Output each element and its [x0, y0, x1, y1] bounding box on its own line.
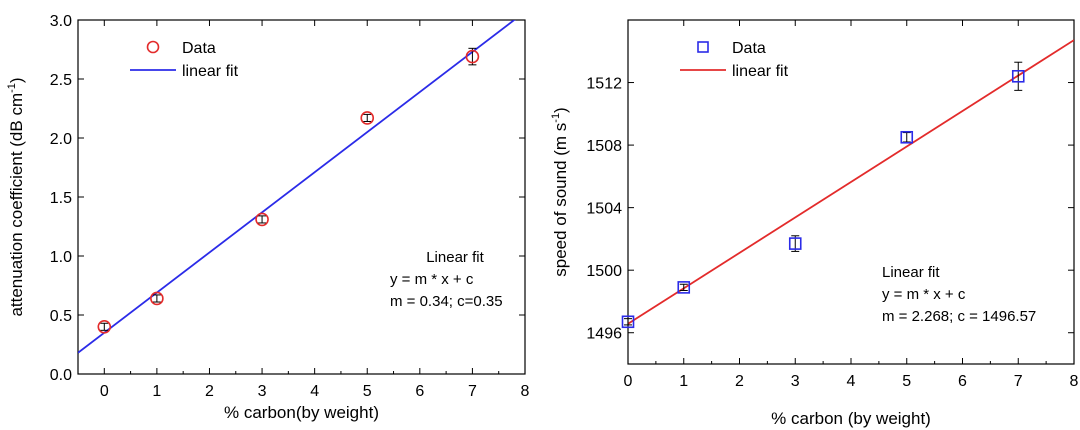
x-tick-label: 8	[521, 383, 530, 400]
data-point	[621, 315, 635, 329]
y-tick-label: 1500	[586, 263, 622, 280]
data-point	[1011, 69, 1025, 83]
y-tick-label: 1508	[586, 138, 622, 155]
y-tick-label: 0.0	[50, 367, 72, 384]
annotation-line: m = 0.34; c=0.35	[390, 293, 503, 310]
legend-marker-data	[146, 40, 160, 54]
legend-label-data: Data	[732, 40, 766, 57]
chart-speed-of-sound: 0 1 2 3 4 5 6 7 8 1496 1500 1504 1508 1512 % carbon (b…	[550, 19, 1079, 428]
data-point	[150, 291, 164, 306]
data-point	[465, 49, 480, 64]
y-tick-label: 1.0	[50, 249, 72, 266]
legend-marker-data	[697, 41, 709, 53]
annotation-line: y = m * x + c	[390, 271, 474, 288]
y-axis-label-sup: -1	[550, 113, 562, 123]
data-point	[97, 319, 112, 334]
data-point	[255, 212, 269, 227]
x-tick-label: 1	[152, 383, 161, 400]
x-tick-label: 0	[624, 373, 633, 390]
chart-attenuation: 0 1 2 3 4 5 6 7 8 0.0 0.5 1.0 1.5 2.0 2.5 3.0 % carbon(b…	[6, 13, 530, 422]
y-tick-label: 1.5	[50, 190, 72, 207]
annotation-line: y = m * x + c	[882, 286, 966, 303]
x-tick-label: 4	[310, 383, 319, 400]
data-point	[677, 281, 691, 294]
x-tick-label: 5	[363, 383, 372, 400]
legend-label-data: Data	[182, 40, 216, 57]
x-tick-label: 1	[679, 373, 688, 390]
x-axis-label: % carbon(by weight)	[224, 403, 379, 422]
data-point	[788, 237, 802, 250]
y-tick-label: 2.0	[50, 131, 72, 148]
annotation-line: Linear fit	[426, 249, 484, 266]
x-tick-label: 7	[468, 383, 477, 400]
x-tick-label: 2	[735, 373, 744, 390]
y-tick-label: 3.0	[50, 13, 72, 30]
x-tick-label: 0	[100, 383, 109, 400]
x-tick-label: 3	[791, 373, 800, 390]
x-tick-label: 6	[415, 383, 424, 400]
y-axis-label-main: speed of sound (m s	[551, 123, 570, 277]
y-axis-label-main: attenuation coefficient (dB cm	[7, 93, 26, 317]
data-point	[900, 130, 914, 144]
x-axis-label: % carbon (by weight)	[771, 409, 931, 428]
y-tick-label: 1512	[586, 76, 622, 93]
y-tick-label: 2.5	[50, 72, 72, 89]
y-axis-label: attenuation coefficient (dB cm-1)	[6, 77, 26, 316]
y-tick-label: 1496	[586, 326, 622, 343]
y-axis-label-sup: -1	[6, 83, 18, 93]
fit-line	[628, 39, 1074, 325]
y-tick-label: 1504	[586, 201, 622, 218]
fit-line	[78, 20, 516, 354]
legend-label-fit: linear fit	[732, 63, 789, 80]
data-point	[360, 111, 375, 125]
x-tick-label: 3	[258, 383, 267, 400]
fit-annotation: Linear fit y = m * x + c m = 0.34; c=0.35	[390, 249, 503, 310]
x-tick-label: 6	[958, 373, 967, 390]
x-tick-label: 2	[205, 383, 214, 400]
annotation-line: Linear fit	[882, 264, 940, 281]
y-axis-label-tail: )	[551, 107, 570, 113]
y-axis-label-tail: )	[7, 77, 26, 83]
y-axis-label: speed of sound (m s-1)	[550, 107, 570, 276]
x-tick-label: 8	[1070, 373, 1079, 390]
annotation-line: m = 2.268; c = 1496.57	[882, 308, 1036, 325]
legend: Data linear fit	[680, 40, 789, 80]
plot-frame	[77, 19, 526, 375]
x-tick-label: 7	[1014, 373, 1023, 390]
fit-annotation: Linear fit y = m * x + c m = 2.268; c = 14…	[882, 264, 1036, 325]
legend: Data linear fit	[130, 40, 239, 80]
legend-label-fit: linear fit	[182, 63, 239, 80]
x-tick-label: 5	[902, 373, 911, 390]
y-tick-label: 0.5	[50, 308, 72, 325]
x-tick-label: 4	[847, 373, 856, 390]
